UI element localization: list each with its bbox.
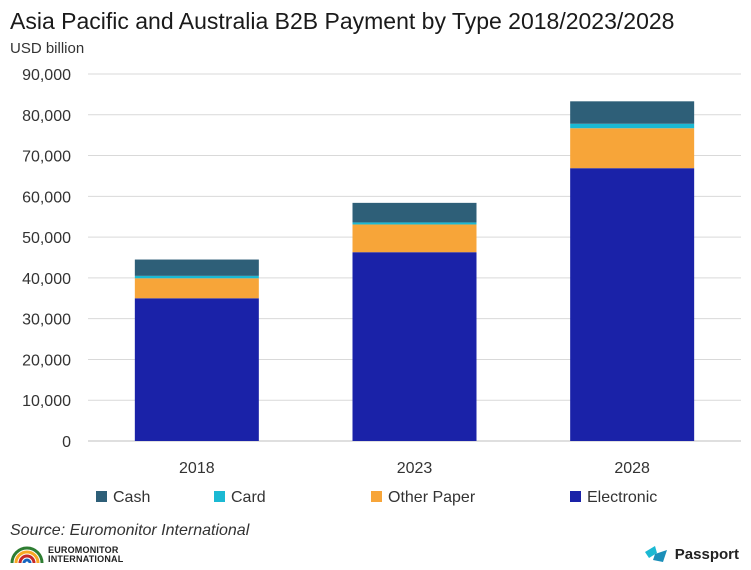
- bar-segment-other-paper-2023: [352, 224, 477, 253]
- y-tick-label: 10,000: [22, 393, 71, 410]
- bar-segment-cash-2018: [134, 259, 259, 276]
- source-note: Source: Euromonitor International: [10, 522, 250, 539]
- y-tick-labels: 0 10,000 20,000 30,000 40,000 50,000 60,000 70,…: [22, 67, 71, 451]
- passport-wordmark: Passport: [674, 545, 739, 563]
- passport-icon: [644, 546, 667, 562]
- bar-segment-electronic-2023: [352, 252, 477, 441]
- y-tick-label: 70,000: [22, 149, 71, 166]
- bars: [134, 101, 695, 442]
- legend-swatch-card: [214, 491, 225, 502]
- y-tick-label: 50,000: [22, 230, 71, 247]
- bar-segment-card-2028: [570, 123, 695, 129]
- bar-segment-cash-2023: [352, 202, 477, 223]
- x-tick-label: 2028: [614, 460, 650, 477]
- bar-segment-other-paper-2028: [570, 128, 695, 169]
- y-tick-label: 40,000: [22, 271, 71, 288]
- passport-logo: Passport: [643, 544, 739, 564]
- x-tick-labels: 2018 2023 2028: [179, 460, 650, 477]
- x-tick-label: 2023: [397, 460, 433, 477]
- bar-segment-other-paper-2018: [134, 278, 259, 299]
- euromonitor-logo: EUROMONITOR INTERNATIONAL: [10, 546, 123, 564]
- legend-swatch-other-paper: [371, 491, 382, 502]
- bar-segment-card-2023: [352, 222, 477, 225]
- y-tick-label: 30,000: [22, 312, 71, 329]
- y-tick-label: 0: [62, 434, 71, 451]
- bar-segment-card-2018: [134, 275, 259, 279]
- legend-label-electronic: Electronic: [587, 489, 657, 506]
- bar-segment-electronic-2018: [134, 298, 259, 441]
- bar-segment-cash-2028: [570, 101, 695, 124]
- bar-segment-electronic-2028: [570, 168, 695, 442]
- chart-title: Asia Pacific and Australia B2B Payment b…: [10, 8, 675, 34]
- legend-swatch-cash: [96, 491, 107, 502]
- legend-swatch-electronic: [570, 491, 581, 502]
- y-axis-unit: USD billion: [10, 40, 85, 57]
- x-tick-label: 2018: [179, 460, 215, 477]
- y-tick-label: 80,000: [22, 108, 71, 125]
- logo-line-2: INTERNATIONAL: [48, 554, 124, 564]
- y-tick-label: 90,000: [22, 67, 71, 84]
- y-tick-label: 60,000: [22, 189, 71, 206]
- logo-line-1: EUROMONITOR: [48, 545, 119, 555]
- stacked-bar-chart: 0 10,000 20,000 30,000 40,000 50,000 60,000 70,…: [22, 67, 741, 506]
- legend: Cash Card Other Paper Electronic: [96, 489, 657, 506]
- rainbow-arc-icon: [10, 546, 44, 564]
- legend-label-cash: Cash: [113, 489, 150, 506]
- y-tick-label: 20,000: [22, 352, 71, 369]
- legend-label-card: Card: [231, 489, 266, 506]
- legend-label-other-paper: Other Paper: [388, 489, 476, 506]
